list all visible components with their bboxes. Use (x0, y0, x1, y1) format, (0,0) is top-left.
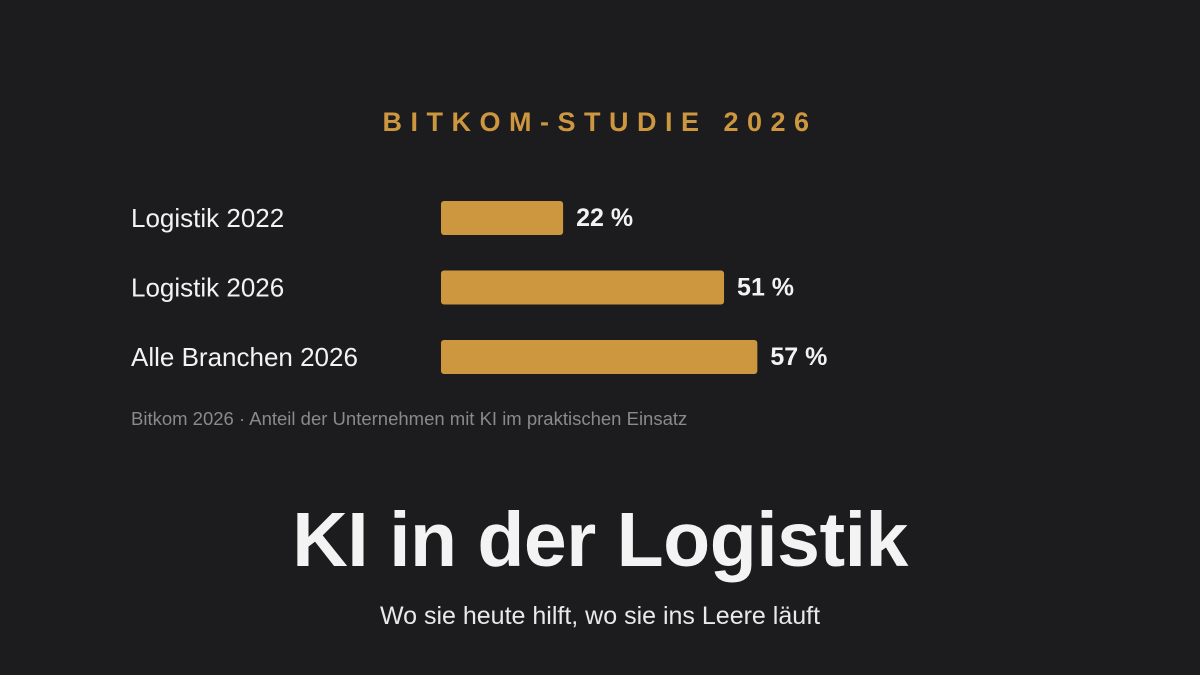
category-label: Logistik 2026 (131, 273, 284, 303)
source-note: Bitkom 2026 · Anteil der Unternehmen mit… (131, 408, 688, 429)
bar (441, 201, 564, 235)
study-eyebrow: BITKOM-STUDIE 2026 (382, 107, 818, 137)
category-label: Alle Branchen 2026 (131, 342, 358, 372)
category-label: Logistik 2022 (131, 203, 284, 233)
bar (441, 340, 758, 374)
value-label: 22 % (576, 204, 633, 232)
value-label: 51 % (737, 274, 794, 302)
subheadline: Wo sie heute hilft, wo sie ins Leere läu… (379, 602, 821, 630)
value-label: 57 % (770, 343, 827, 371)
headline: KI in der Logistik (292, 497, 908, 583)
bar (441, 270, 725, 305)
